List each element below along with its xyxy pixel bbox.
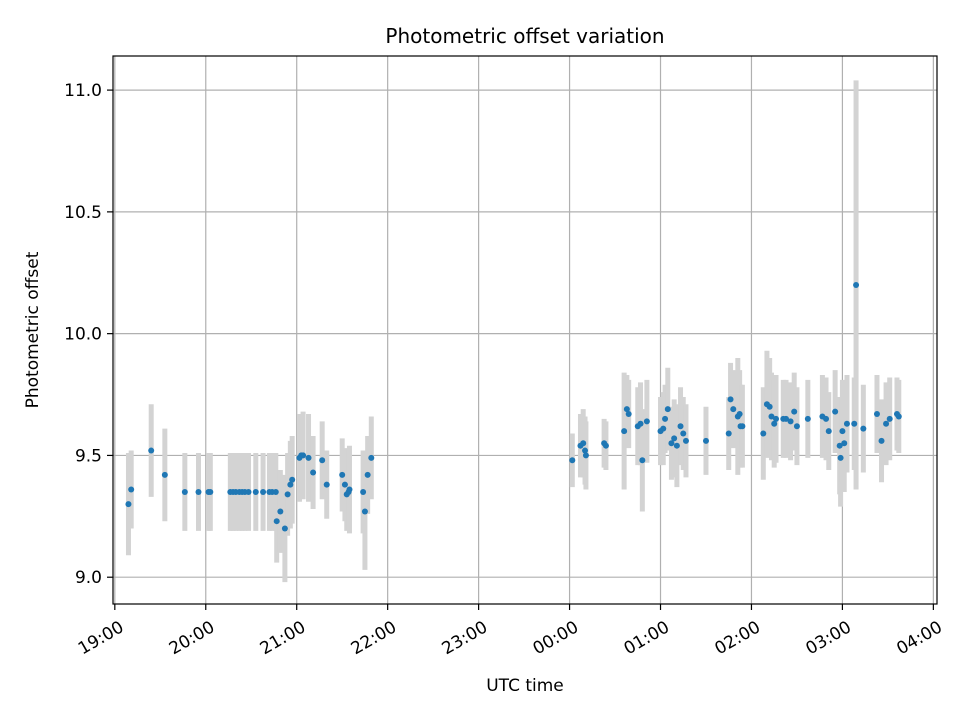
data-point [284,491,291,498]
data-point [671,435,678,442]
data-point [260,488,267,495]
data-point [878,437,885,444]
data-point [725,430,732,437]
data-point [836,442,843,449]
data-point [310,469,317,476]
data-point [823,415,830,422]
data-point [825,428,832,435]
data-point [207,488,214,495]
data-point [346,486,353,493]
data-point [682,437,689,444]
data-point [727,396,734,403]
data-points [125,281,902,532]
data-point [148,447,155,454]
data-point [364,471,371,478]
data-point [300,452,307,459]
data-point [582,447,589,454]
data-point [621,428,628,435]
data-point [668,440,675,447]
data-point [766,403,773,410]
data-point [305,454,312,461]
data-point [125,501,132,508]
y-axis-title: Photometric offset [23,251,43,408]
data-point [839,428,846,435]
data-point [319,457,326,464]
data-point [883,420,890,427]
data-point [637,420,644,427]
data-point [272,488,279,495]
y-tick-label: 9.0 [75,568,102,588]
data-point [760,430,767,437]
data-point [289,476,296,483]
y-tick-label: 10.5 [64,203,102,223]
data-point [643,418,650,425]
data-point [853,281,860,288]
data-point [195,488,202,495]
y-tick-label: 10.0 [64,325,102,345]
data-point [281,525,288,532]
data-point [341,481,348,488]
data-point [252,488,259,495]
data-point [623,406,630,413]
data-point [886,415,893,422]
data-point [702,437,709,444]
chart-title: Photometric offset variation [385,24,664,48]
data-point [791,408,798,415]
data-point [181,488,188,495]
data-point [161,471,168,478]
data-point [873,411,880,418]
data-point [673,442,680,449]
data-point [739,423,746,430]
data-point [287,481,294,488]
data-point [736,411,743,418]
data-point [582,452,589,459]
data-point [804,415,811,422]
data-point [787,418,794,425]
data-point [851,420,858,427]
data-point [771,420,778,427]
y-tick-label: 9.5 [75,446,102,466]
data-point [843,420,850,427]
data-point [841,440,848,447]
data-point [773,415,780,422]
data-point [273,518,280,525]
data-point [368,454,375,461]
data-point [730,406,737,413]
data-point [895,413,902,420]
data-point [339,471,346,478]
data-point [664,406,671,413]
data-point [660,425,667,432]
data-point [837,454,844,461]
y-tick-label: 11.0 [64,81,102,101]
data-point [625,411,632,418]
data-point [128,486,135,493]
data-point [768,413,775,420]
y-axis: 9.0 9.5 10.0 10.5 11.0 [64,81,113,588]
data-point [602,442,609,449]
data-point [360,488,367,495]
plot-frame [112,55,938,605]
data-point [860,425,867,432]
data-point [277,508,284,515]
data-point [569,457,576,464]
data-point [783,415,790,422]
data-point [361,508,368,515]
data-point [245,488,252,495]
data-point [680,430,687,437]
x-axis-title: UTC time [486,676,564,696]
data-point [832,408,839,415]
data-point [580,440,587,447]
data-point [677,423,684,430]
data-point [323,481,330,488]
data-point [639,457,646,464]
data-point [793,423,800,430]
data-point [662,415,669,422]
